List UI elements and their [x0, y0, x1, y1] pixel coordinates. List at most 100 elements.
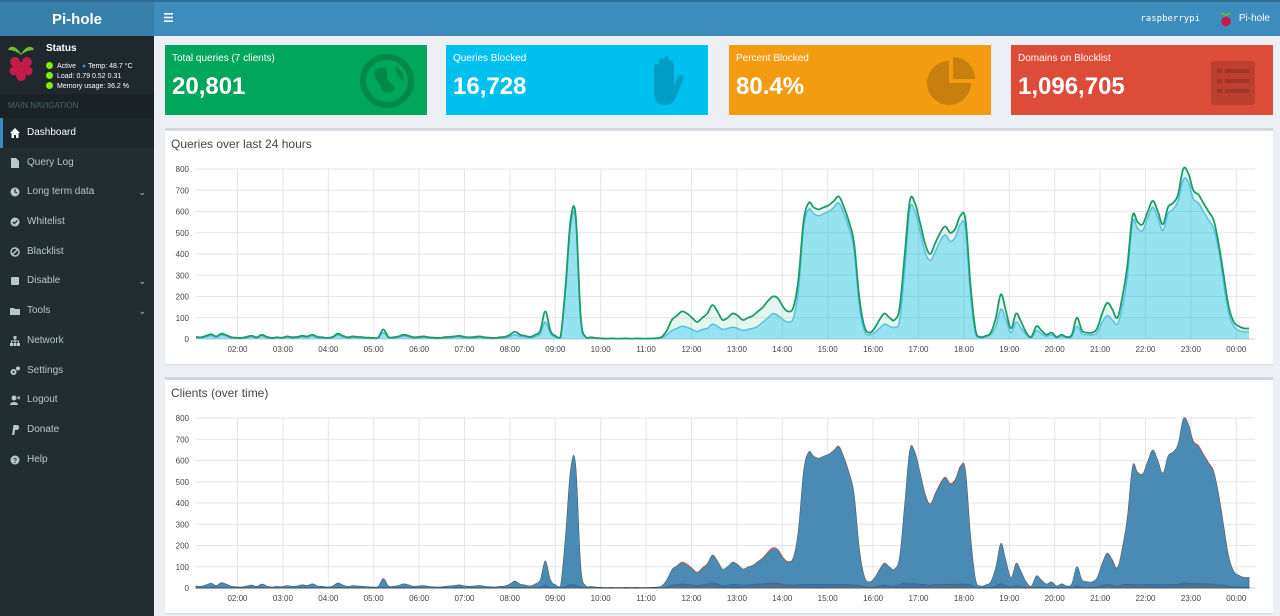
active-dot-icon — [46, 62, 53, 69]
y-tick-label: 800 — [176, 165, 190, 174]
sidebar-item-query-log[interactable]: Query Log — [0, 148, 154, 178]
x-tick-label: 14:00 — [772, 594, 793, 603]
x-tick-label: 18:00 — [954, 345, 975, 354]
y-tick-label: 500 — [176, 478, 190, 487]
chevron-down-icon: ⌄ — [138, 276, 146, 287]
percent-blocked-label: Percent Blocked — [736, 53, 809, 64]
status-temp: Temp: 48.7 °C — [88, 63, 133, 70]
x-tick-label: 13:00 — [727, 345, 748, 354]
y-tick-label: 600 — [176, 457, 190, 466]
sidebar-item-disable[interactable]: Disable ⌄ — [0, 266, 154, 296]
total-queries-line — [195, 166, 1250, 340]
x-tick-label: 22:00 — [1135, 594, 1156, 603]
y-tick-label: 200 — [176, 542, 190, 551]
sidebar-item-label: Dashboard — [27, 127, 76, 138]
hamburger-menu-icon[interactable] — [164, 13, 173, 22]
client-area-client-1 — [195, 436, 1250, 589]
sidebar-item-label: Disable — [27, 275, 61, 287]
sidebar-item-network[interactable]: Network — [0, 326, 154, 356]
x-tick-label: 23:00 — [1181, 345, 1202, 354]
temp-icon: ● — [82, 63, 87, 70]
y-tick-label: 100 — [176, 314, 190, 323]
nav-header: MAIN NAVIGATION — [0, 94, 154, 118]
y-tick-label: 800 — [176, 414, 190, 423]
sidebar-item-blacklist[interactable]: Blacklist — [0, 237, 154, 267]
x-tick-label: 23:00 — [1181, 594, 1202, 603]
blocked-queries-line — [195, 177, 1250, 340]
sidebar-item-settings[interactable]: Settings — [0, 356, 154, 386]
clients-over-time-chart[interactable]: 0 100 200 300 400 500 600 700 800 02:00 03:00 04:00… — [165, 380, 1273, 613]
queries-blocked-box: Queries Blocked 16,728 — [446, 45, 708, 115]
pihole-user-icon — [1220, 12, 1232, 27]
client-area-client-4 — [195, 417, 1250, 589]
y-tick-label: 500 — [176, 229, 190, 238]
total-queries-box: Total queries (7 clients) 20,801 — [165, 45, 427, 115]
percent-blocked-box: Percent Blocked 80.4% — [729, 45, 991, 115]
x-tick-label: 10:00 — [591, 594, 612, 603]
blocked-queries-area — [196, 177, 1249, 339]
list-icon — [1211, 61, 1255, 105]
domains-blocklist-label: Domains on Blocklist — [1018, 53, 1111, 64]
sidebar-item-whitelist[interactable]: Whitelist — [0, 207, 154, 237]
queries-blocked-label: Queries Blocked — [453, 53, 527, 64]
status-load: Load: 0.79 0.52 0.31 — [57, 73, 122, 80]
x-tick-label: 08:00 — [500, 345, 521, 354]
sidebar-item-label: Help — [27, 453, 48, 465]
user-name: Pi-hole — [1238, 13, 1270, 24]
hand-icon — [654, 56, 684, 105]
sidebar-item-label: Long term data — [27, 186, 95, 198]
clients-over-time-title: Clients (over time) — [171, 386, 269, 400]
sidebar: Pi-hole Status Active ● Temp: 48.7 °C Lo… — [0, 0, 154, 616]
sidebar-item-label: Donate — [27, 423, 60, 435]
y-tick-label: 400 — [176, 499, 190, 508]
home-icon — [10, 128, 20, 138]
stop-icon — [11, 277, 19, 286]
sidebar-item-tools[interactable]: Tools ⌄ — [0, 296, 154, 326]
y-tick-label: 700 — [176, 186, 190, 195]
chevron-down-icon: ⌄ — [138, 306, 146, 317]
x-tick-label: 04:00 — [318, 345, 339, 354]
status-memory-line: Memory usage: 36.2 % — [46, 82, 129, 90]
raspberry-pi-logo-icon — [8, 46, 34, 81]
user-menu[interactable]: Pi-hole — [1219, 8, 1270, 30]
y-tick-label: 300 — [176, 271, 190, 280]
x-tick-label: 08:00 — [500, 594, 521, 603]
x-tick-label: 18:00 — [954, 594, 975, 603]
check-circle-icon — [10, 217, 20, 227]
sidebar-item-donate[interactable]: Donate — [0, 415, 154, 445]
y-tick-label: 400 — [176, 250, 190, 259]
y-tick-label: 700 — [176, 435, 190, 444]
sidebar-item-label: Network — [27, 334, 64, 346]
x-tick-label: 14:00 — [772, 345, 793, 354]
clients-over-time-panel: Clients (over time) 0 100 200 300 400 500 600 7… — [165, 377, 1273, 613]
sidebar-item-label: Blacklist — [27, 245, 64, 257]
x-tick-label: 12:00 — [681, 594, 702, 603]
y-tick-label: 100 — [176, 563, 190, 572]
sidebar-item-label: Query Log — [27, 156, 74, 168]
sidebar-item-label: Whitelist — [27, 216, 65, 228]
sidebar-item-long-term-data[interactable]: Long term data ⌄ — [0, 177, 154, 207]
total-queries-label: Total queries (7 clients) — [172, 53, 275, 64]
status-panel: Status Active ● Temp: 48.7 °C Load: 0.79… — [0, 36, 154, 94]
user-times-icon — [10, 395, 20, 406]
domains-blocklist-box: Domains on Blocklist 1,096,705 — [1011, 45, 1273, 115]
sidebar-item-logout[interactable]: Logout — [0, 385, 154, 415]
x-tick-label: 03:00 — [273, 594, 294, 603]
x-tick-label: 03:00 — [273, 345, 294, 354]
percent-blocked-value: 80.4% — [736, 73, 805, 100]
x-tick-label: 16:00 — [863, 594, 884, 603]
queries-over-time-chart[interactable]: 0 100 200 300 400 500 600 700 800 02:00 03:00 04:00… — [165, 131, 1273, 364]
y-tick-label: 300 — [176, 520, 190, 529]
sidebar-item-help[interactable]: ? Help — [0, 445, 154, 475]
total-queries-area — [196, 167, 1249, 339]
memory-dot-icon — [46, 82, 53, 89]
folder-icon — [10, 308, 20, 316]
paypal-icon — [12, 424, 20, 435]
sidebar-item-dashboard[interactable]: Dashboard — [0, 118, 154, 148]
x-tick-label: 07:00 — [454, 594, 475, 603]
client-area-client-3 — [195, 420, 1250, 589]
x-tick-label: 09:00 — [545, 594, 566, 603]
domains-blocklist-value: 1,096,705 — [1018, 73, 1125, 100]
gears-icon — [10, 366, 20, 375]
app-logo[interactable]: Pi-hole — [0, 0, 154, 36]
